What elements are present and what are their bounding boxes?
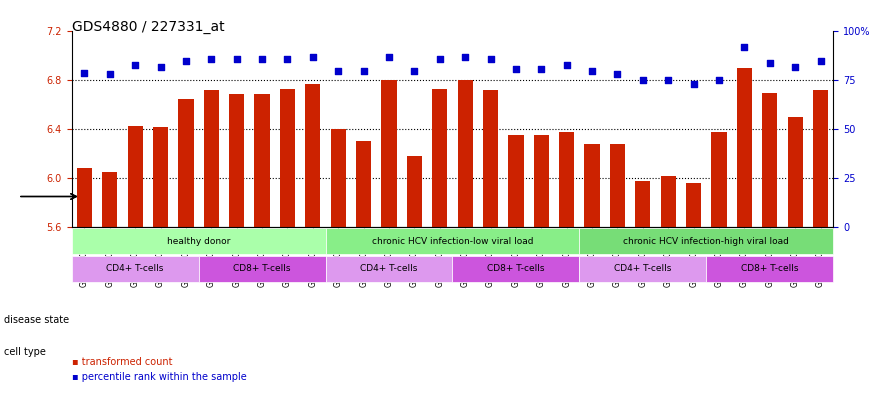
Text: CD8+ T-cells: CD8+ T-cells — [487, 264, 545, 274]
Text: CD8+ T-cells: CD8+ T-cells — [741, 264, 798, 274]
FancyBboxPatch shape — [199, 256, 325, 281]
Bar — [534, 135, 549, 227]
Bar — [483, 90, 498, 227]
Point — [77, 70, 91, 76]
Bar — [711, 132, 727, 227]
Bar — [813, 90, 828, 227]
Point — [711, 77, 726, 83]
Bar — [254, 94, 270, 227]
Point — [102, 72, 116, 78]
Point — [762, 60, 777, 66]
Bar — [584, 144, 599, 227]
Bar — [178, 99, 194, 227]
Point — [814, 58, 828, 64]
Point — [255, 56, 270, 62]
FancyBboxPatch shape — [580, 228, 833, 253]
Bar — [635, 181, 650, 227]
Point — [559, 62, 573, 68]
Text: CD4+ T-cells: CD4+ T-cells — [107, 264, 164, 274]
Point — [661, 77, 676, 83]
Bar — [229, 94, 245, 227]
Point — [534, 66, 548, 72]
Point — [585, 68, 599, 74]
Bar — [559, 132, 574, 227]
Bar — [102, 172, 117, 227]
Text: CD4+ T-cells: CD4+ T-cells — [614, 264, 672, 274]
Bar — [280, 89, 295, 227]
Bar — [788, 117, 803, 227]
Point — [306, 54, 320, 60]
Point — [407, 68, 422, 74]
FancyBboxPatch shape — [325, 228, 580, 253]
Point — [332, 68, 346, 74]
Bar — [203, 90, 219, 227]
Bar — [331, 129, 346, 227]
Point — [433, 56, 447, 62]
Bar — [382, 80, 397, 227]
FancyBboxPatch shape — [452, 256, 580, 281]
Point — [636, 77, 650, 83]
Text: healthy donor: healthy donor — [167, 237, 230, 246]
Point — [153, 64, 168, 70]
Bar — [407, 156, 422, 227]
Bar — [737, 68, 752, 227]
Point — [737, 44, 752, 50]
Text: ▪ percentile rank within the sample: ▪ percentile rank within the sample — [72, 372, 246, 382]
FancyBboxPatch shape — [706, 256, 833, 281]
Point — [179, 58, 194, 64]
Point — [128, 62, 142, 68]
Text: ▪ transformed count: ▪ transformed count — [72, 356, 172, 367]
Bar — [306, 84, 321, 227]
Text: disease state: disease state — [4, 315, 70, 325]
Point — [280, 56, 295, 62]
Bar — [153, 127, 168, 227]
FancyBboxPatch shape — [580, 256, 706, 281]
Text: GDS4880 / 227331_at: GDS4880 / 227331_at — [72, 20, 224, 34]
Bar — [610, 144, 625, 227]
Bar — [432, 89, 447, 227]
Point — [357, 68, 371, 74]
Point — [610, 72, 625, 78]
Text: chronic HCV infection-high viral load: chronic HCV infection-high viral load — [624, 237, 789, 246]
Text: cell type: cell type — [4, 347, 47, 357]
Point — [229, 56, 244, 62]
Point — [686, 81, 701, 87]
FancyBboxPatch shape — [325, 256, 452, 281]
Bar — [356, 141, 371, 227]
Point — [509, 66, 523, 72]
Bar — [127, 126, 142, 227]
Bar — [660, 176, 676, 227]
FancyBboxPatch shape — [72, 256, 199, 281]
Text: chronic HCV infection-low viral load: chronic HCV infection-low viral load — [372, 237, 533, 246]
Bar — [762, 93, 778, 227]
Bar — [686, 183, 702, 227]
Point — [788, 64, 803, 70]
Point — [204, 56, 219, 62]
Text: CD8+ T-cells: CD8+ T-cells — [233, 264, 291, 274]
Bar — [508, 135, 523, 227]
Text: CD4+ T-cells: CD4+ T-cells — [360, 264, 418, 274]
Point — [382, 54, 396, 60]
Point — [458, 54, 472, 60]
Bar — [458, 80, 473, 227]
Bar — [77, 168, 92, 227]
Point — [484, 56, 498, 62]
FancyBboxPatch shape — [72, 228, 325, 253]
